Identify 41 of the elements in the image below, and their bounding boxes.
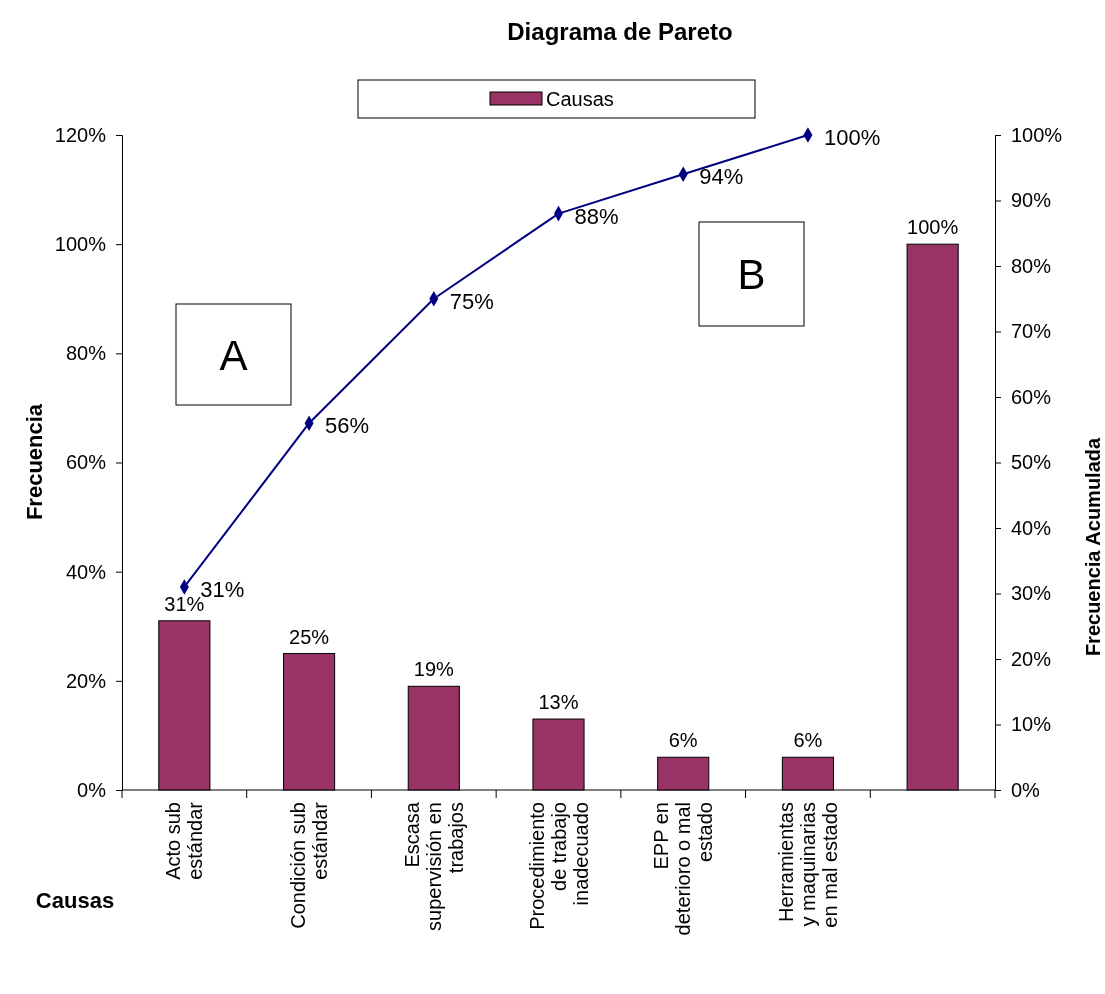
y2-axis-title: Frecuencia Acumulada: [1082, 437, 1104, 657]
y-tick-label: 0%: [77, 778, 107, 801]
x-tick-label: Escasa supervisión en trabajos: [400, 801, 467, 931]
annotation: B: [737, 251, 766, 298]
x-tick-label: Acto sub estándar: [162, 801, 207, 880]
y2-tick-label: 90%: [1011, 189, 1052, 212]
y-tick-label: 20%: [65, 669, 107, 692]
y-tick-label: 40%: [65, 560, 107, 583]
y2-tick-label: 70%: [1011, 320, 1052, 343]
data-label: 13%: [538, 691, 579, 714]
y-tick-label: 60%: [65, 451, 107, 474]
y2-tick-label: 10%: [1011, 713, 1052, 736]
y2-tick-label: 80%: [1011, 254, 1052, 277]
y2-tick-label: 60%: [1011, 385, 1052, 408]
y2-tick-label: 100%: [1011, 123, 1063, 146]
x-axis-title: Causas: [35, 888, 115, 913]
y2-tick-label: 30%: [1011, 582, 1052, 605]
y-tick-label: 120%: [54, 123, 107, 146]
data-label: 31%: [200, 576, 245, 602]
data-label: 94%: [699, 164, 744, 190]
legend-label: Causas: [546, 88, 614, 110]
y-axis-title: Frecuencia: [22, 403, 47, 521]
y2-tick-label: 0%: [1011, 778, 1041, 801]
data-label: 19%: [413, 658, 455, 681]
data-label: 88%: [574, 203, 619, 229]
data-label: 75%: [449, 288, 494, 314]
chart-title: Diagrama de Pareto: [507, 18, 733, 45]
data-label: 100%: [907, 216, 959, 239]
data-label: 25%: [289, 625, 330, 648]
annotation: A: [219, 331, 248, 379]
data-label: 56%: [325, 413, 370, 439]
y2-tick-label: 50%: [1011, 451, 1052, 474]
data-label: 6%: [668, 729, 698, 752]
y-tick-label: 100%: [54, 233, 107, 256]
x-tick-label: Condición sub estándar: [287, 801, 332, 929]
data-label: 6%: [793, 729, 823, 752]
y2-tick-label: 40%: [1011, 516, 1052, 539]
y-tick-label: 80%: [65, 342, 107, 365]
y2-tick-label: 20%: [1011, 647, 1052, 670]
x-tick-label: EPP en deterioro o mal estado: [650, 802, 717, 936]
data-label: 100%: [823, 125, 881, 150]
